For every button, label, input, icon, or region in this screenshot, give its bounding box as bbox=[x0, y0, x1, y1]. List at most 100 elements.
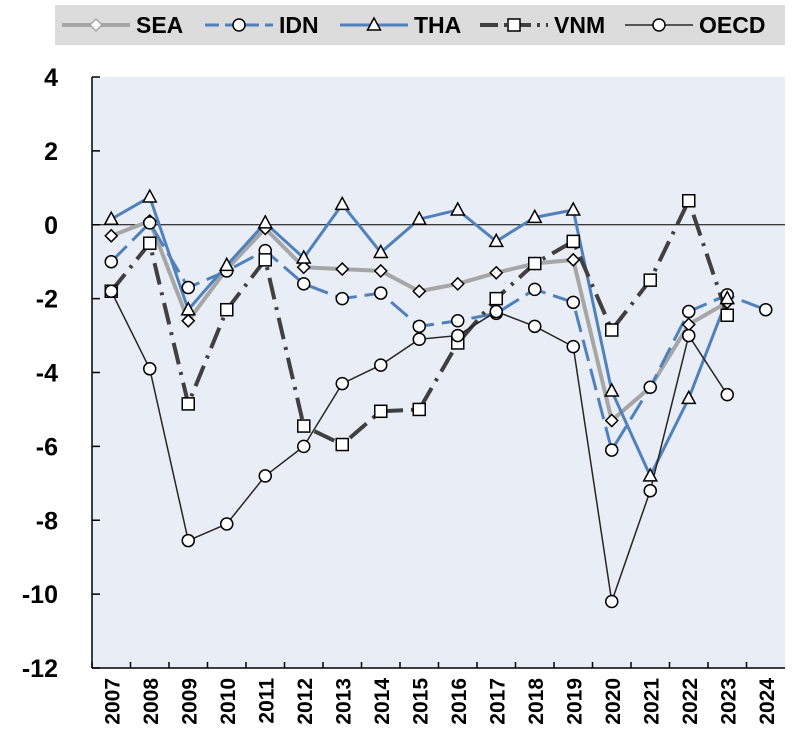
marker bbox=[605, 323, 619, 337]
x-tick-label: 2013 bbox=[332, 678, 355, 725]
marker bbox=[103, 210, 120, 225]
x-tick-label: 2018 bbox=[525, 678, 548, 725]
y-tick-label: -6 bbox=[36, 433, 58, 461]
marker bbox=[374, 286, 388, 300]
x-tick-label: 2008 bbox=[140, 678, 163, 725]
x-tick-label: 2022 bbox=[679, 678, 702, 725]
marker bbox=[258, 469, 272, 483]
legend-label: SEA bbox=[136, 12, 183, 38]
marker bbox=[104, 284, 118, 298]
marker bbox=[412, 402, 426, 417]
y-tick-label: -12 bbox=[22, 655, 58, 683]
x-tick-label: 2007 bbox=[101, 678, 124, 725]
marker bbox=[335, 437, 349, 452]
marker bbox=[719, 290, 736, 305]
marker bbox=[373, 263, 388, 278]
marker bbox=[374, 404, 388, 419]
x-tick-label: 2020 bbox=[602, 678, 625, 725]
marker bbox=[143, 362, 157, 376]
marker bbox=[232, 18, 246, 32]
marker bbox=[565, 201, 582, 216]
marker bbox=[603, 382, 620, 397]
marker bbox=[680, 389, 697, 405]
marker bbox=[605, 594, 619, 609]
marker bbox=[297, 439, 311, 454]
y-tick-label: 4 bbox=[44, 64, 58, 92]
x-tick-label: 2009 bbox=[178, 678, 201, 725]
legend-label: VNM bbox=[554, 12, 605, 38]
marker bbox=[412, 332, 426, 347]
marker bbox=[528, 256, 542, 271]
y-tick-label: -4 bbox=[36, 360, 58, 388]
marker bbox=[566, 252, 581, 267]
marker bbox=[528, 282, 542, 297]
y-tick-label: 2 bbox=[44, 138, 58, 166]
marker bbox=[180, 301, 197, 316]
x-tick-label: 2011 bbox=[255, 678, 278, 724]
marker bbox=[566, 295, 580, 310]
marker bbox=[141, 188, 158, 203]
marker bbox=[412, 319, 426, 334]
x-tick-label: 2014 bbox=[371, 678, 394, 725]
marker bbox=[489, 265, 504, 280]
x-tick-label: 2024 bbox=[756, 678, 779, 725]
marker bbox=[451, 328, 465, 343]
marker bbox=[295, 249, 312, 264]
marker bbox=[507, 18, 521, 32]
marker bbox=[335, 262, 350, 277]
marker bbox=[181, 533, 195, 548]
marker bbox=[605, 443, 619, 457]
marker bbox=[181, 397, 195, 411]
y-tick-label: 0 bbox=[44, 212, 58, 240]
series-line bbox=[109, 198, 730, 447]
marker bbox=[528, 319, 542, 334]
marker bbox=[218, 256, 235, 272]
x-tick-label: 2010 bbox=[217, 678, 240, 725]
marker bbox=[181, 280, 195, 295]
x-tick-label: 2023 bbox=[717, 678, 740, 725]
x-tick-label: 2019 bbox=[563, 678, 586, 725]
plot-background bbox=[92, 77, 785, 668]
marker bbox=[220, 302, 234, 317]
marker bbox=[720, 387, 734, 402]
marker bbox=[258, 253, 272, 267]
marker bbox=[759, 302, 773, 317]
marker bbox=[220, 517, 234, 531]
marker bbox=[682, 328, 696, 343]
marker bbox=[489, 291, 503, 306]
marker bbox=[143, 236, 157, 250]
marker bbox=[489, 304, 503, 319]
marker bbox=[488, 232, 505, 248]
marker bbox=[412, 284, 427, 299]
marker bbox=[143, 216, 157, 230]
marker bbox=[372, 243, 389, 259]
y-tick-label: -2 bbox=[36, 286, 58, 314]
marker bbox=[297, 419, 311, 433]
marker bbox=[451, 314, 465, 328]
marker bbox=[449, 201, 466, 216]
marker bbox=[682, 193, 696, 208]
legend-label: OECD bbox=[699, 12, 765, 38]
y-tick-label: -10 bbox=[22, 581, 58, 609]
marker bbox=[335, 291, 349, 306]
marker bbox=[566, 339, 580, 354]
marker bbox=[366, 16, 382, 31]
marker bbox=[335, 376, 349, 391]
marker bbox=[643, 273, 657, 287]
marker bbox=[88, 17, 104, 33]
marker bbox=[257, 214, 274, 229]
marker bbox=[296, 260, 311, 275]
x-tick-label: 2015 bbox=[409, 678, 432, 725]
marker bbox=[642, 467, 659, 482]
marker bbox=[450, 276, 465, 291]
marker bbox=[643, 380, 657, 395]
marker bbox=[334, 195, 351, 211]
x-tick-label: 2016 bbox=[448, 678, 471, 725]
marker bbox=[682, 304, 696, 319]
marker bbox=[604, 413, 619, 428]
marker bbox=[566, 234, 580, 249]
marker bbox=[104, 254, 118, 269]
marker bbox=[374, 358, 388, 372]
y-tick-label: -8 bbox=[36, 507, 58, 535]
